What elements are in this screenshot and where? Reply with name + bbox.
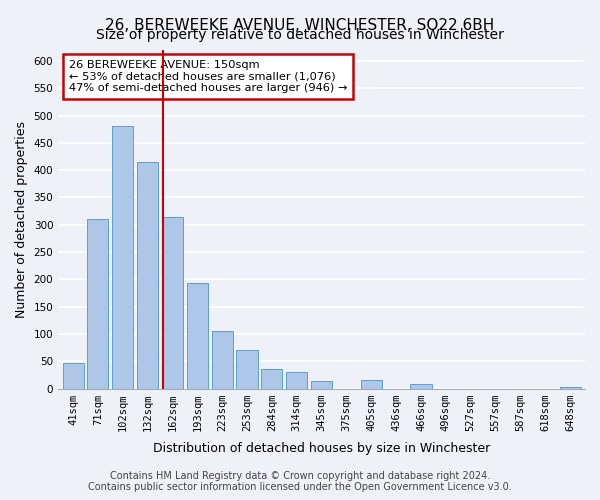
Text: 26, BEREWEEKE AVENUE, WINCHESTER, SO22 6BH: 26, BEREWEEKE AVENUE, WINCHESTER, SO22 6… <box>106 18 494 32</box>
Bar <box>410 384 431 388</box>
Text: Size of property relative to detached houses in Winchester: Size of property relative to detached ho… <box>96 28 504 42</box>
Bar <box>286 372 307 388</box>
Bar <box>162 216 183 388</box>
Text: 26 BEREWEEKE AVENUE: 150sqm
← 53% of detached houses are smaller (1,076)
47% of : 26 BEREWEEKE AVENUE: 150sqm ← 53% of det… <box>69 60 347 94</box>
Bar <box>62 363 83 388</box>
Bar <box>361 380 382 388</box>
Y-axis label: Number of detached properties: Number of detached properties <box>15 121 28 318</box>
Bar <box>262 369 283 388</box>
Bar <box>311 381 332 388</box>
X-axis label: Distribution of detached houses by size in Winchester: Distribution of detached houses by size … <box>153 442 490 455</box>
Bar <box>560 387 581 388</box>
Bar <box>236 350 257 389</box>
Bar <box>137 162 158 388</box>
Bar <box>88 220 109 388</box>
Bar <box>187 283 208 389</box>
Bar <box>212 331 233 388</box>
Text: Contains HM Land Registry data © Crown copyright and database right 2024.
Contai: Contains HM Land Registry data © Crown c… <box>88 471 512 492</box>
Bar <box>112 126 133 388</box>
